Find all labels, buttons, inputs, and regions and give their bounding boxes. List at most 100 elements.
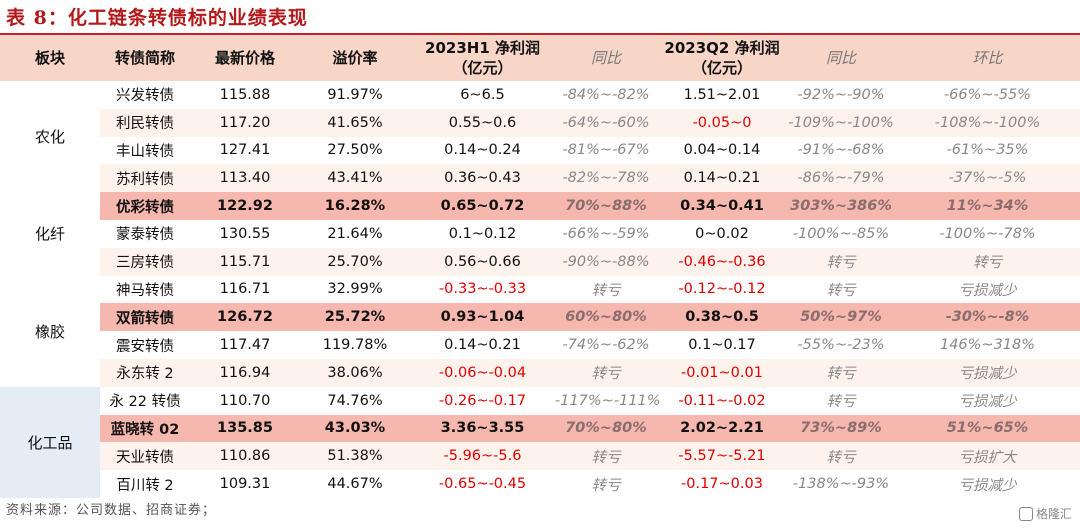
cell-h1-yoy: -84%~-82% xyxy=(562,86,650,103)
cell-premium: 41.65% xyxy=(300,108,410,137)
cell-h1-profit: 0.55~0.6 xyxy=(410,108,555,137)
cell-q2-profit: 0.04~0.14 xyxy=(683,142,761,159)
cell-h1-profit: 0.14~0.21 xyxy=(444,337,521,354)
header-row: 板块 转债简称 最新价格 溢价率 2023H1 净利润 （亿元） 同比 2023… xyxy=(0,35,1080,81)
cell-q2-profit: -0.46~-0.36 xyxy=(657,247,787,276)
cell-name: 兴发转债 xyxy=(116,88,174,105)
cell-h1-profit: -0.33~-0.33 xyxy=(438,281,527,298)
cell-q2-yoy: -138%~-93% xyxy=(792,476,890,493)
cell-premium: 74.76% xyxy=(327,392,383,409)
table-row: 天业转债 110.86 51.38% -5.96~-5.6 转亏 -5.57~-5.21 转… xyxy=(0,442,1080,471)
cell-q2-profit: -0.01~0.01 xyxy=(657,358,787,387)
cell-q2-qoq: 亏损减少 xyxy=(958,282,1017,299)
source-note: 资料来源：公司数据、招商证券； xyxy=(6,503,217,518)
cell-q2-profit: 0.38~0.5 xyxy=(657,303,787,332)
cell-price: 110.70 xyxy=(219,392,271,409)
cell-price: 122.92 xyxy=(190,192,300,220)
cell-q2-qoq: 11%~34% xyxy=(895,192,1080,220)
cell-q2-yoy: 50%~97% xyxy=(787,303,895,332)
cell-price: 117.47 xyxy=(219,337,271,354)
cell-premium: 38.06% xyxy=(300,358,410,387)
cell-q2-yoy: -100%~-85% xyxy=(792,225,890,242)
cell-q2-qoq: 亏损扩大 xyxy=(895,442,1080,471)
cell-name: 永东转 2 xyxy=(100,358,190,387)
table-row: 苏利转债 113.40 43.41% 0.36~0.43 -82%~-78% 0.14~0… xyxy=(0,164,1080,193)
cell-premium: 27.50% xyxy=(327,142,383,159)
cell-q2-yoy: -55%~-23% xyxy=(797,337,885,354)
cell-price: 116.71 xyxy=(219,281,271,298)
cell-q2-qoq: 亏损减少 xyxy=(958,477,1017,494)
cell-q2-yoy: 转亏 xyxy=(826,394,856,411)
cell-price: 109.31 xyxy=(219,476,271,493)
cell-name: 永 22 转债 xyxy=(109,394,181,411)
cell-premium: 25.72% xyxy=(300,303,410,332)
cell-h1-profit: -5.96~-5.6 xyxy=(410,442,555,471)
cell-price: 127.41 xyxy=(219,142,271,159)
cell-price: 115.88 xyxy=(219,86,271,103)
cell-h1-profit: 0.56~0.66 xyxy=(410,247,555,276)
cell-h1-profit: 3.36~3.55 xyxy=(410,414,555,443)
table-row: 百川转 2 109.31 44.67% -0.65~-0.45 转亏 -0.17~0.03… xyxy=(0,470,1080,498)
cell-q2-qoq: -66%~-55% xyxy=(943,86,1032,103)
cell-name: 天业转债 xyxy=(100,442,190,471)
cell-q2-qoq: -108%~-100% xyxy=(895,108,1080,137)
header-h1-yoy: 同比 xyxy=(555,35,657,81)
cell-name: 百川转 2 xyxy=(116,477,174,494)
title-divider xyxy=(0,33,1080,35)
sector-cell: 化工品 xyxy=(0,386,100,498)
cell-q2-profit: 2.02~2.21 xyxy=(657,414,787,443)
table-row: 蓝晓转 02 135.85 43.03% 3.36~3.55 70%~80% 2.02~2… xyxy=(0,414,1080,443)
cell-h1-yoy: 转亏 xyxy=(555,442,657,471)
cell-h1-yoy: -64%~-60% xyxy=(555,108,657,137)
cell-q2-yoy: 转亏 xyxy=(787,247,895,276)
cell-price: 113.40 xyxy=(190,164,300,193)
cell-premium: 43.03% xyxy=(300,414,410,443)
header-h1-profit: 2023H1 净利润 （亿元） xyxy=(410,35,555,81)
watermark: 格隆汇 xyxy=(1018,505,1072,522)
cell-name: 三房转债 xyxy=(100,247,190,276)
cell-name: 神马转债 xyxy=(116,282,174,299)
cell-h1-yoy: 70%~88% xyxy=(555,192,657,220)
cell-q2-profit: -5.57~-5.21 xyxy=(657,442,787,471)
cell-premium: 44.67% xyxy=(327,476,383,493)
header-h1-line2: （亿元） xyxy=(452,59,513,77)
cell-h1-yoy: -82%~-78% xyxy=(555,164,657,193)
cell-price: 130.55 xyxy=(219,225,271,242)
header-sector: 板块 xyxy=(0,35,100,81)
cell-premium: 21.64% xyxy=(327,225,383,242)
cell-q2-yoy: 73%~89% xyxy=(787,414,895,443)
cell-q2-yoy: 303%~386% xyxy=(787,192,895,220)
header-q2-line2: （亿元） xyxy=(691,59,752,77)
cell-name: 震安转债 xyxy=(116,338,174,355)
header-premium: 溢价率 xyxy=(300,35,410,81)
cell-q2-yoy: 转亏 xyxy=(787,442,895,471)
cell-price: 116.94 xyxy=(190,358,300,387)
cell-price: 110.86 xyxy=(190,442,300,471)
cell-price: 117.20 xyxy=(190,108,300,137)
cell-q2-qoq: -100%~-78% xyxy=(939,225,1036,242)
cell-q2-profit: 0~0.02 xyxy=(695,225,749,242)
sector-cell: 农化 xyxy=(0,81,100,193)
cell-name: 蒙泰转债 xyxy=(116,227,174,244)
cell-h1-profit: -0.06~-0.04 xyxy=(410,358,555,387)
cell-h1-yoy: -66%~-59% xyxy=(562,225,650,242)
cell-q2-qoq: 亏损减少 xyxy=(895,358,1080,387)
cell-name: 苏利转债 xyxy=(100,164,190,193)
cell-q2-qoq: -61%~35% xyxy=(946,142,1029,159)
header-q2-profit: 2023Q2 净利润 （亿元） xyxy=(657,35,787,81)
cell-h1-yoy: 转亏 xyxy=(591,477,621,494)
cell-name: 双箭转债 xyxy=(100,303,190,332)
cell-q2-profit: 0.14~0.21 xyxy=(657,164,787,193)
cell-h1-profit: 0.65~0.72 xyxy=(410,192,555,220)
sector-cell: 橡胶 xyxy=(0,275,100,387)
cell-q2-profit: 1.51~2.01 xyxy=(683,86,761,103)
cell-h1-profit: 0.36~0.43 xyxy=(410,164,555,193)
cell-q2-profit: -0.17~0.03 xyxy=(681,476,763,493)
cell-price: 126.72 xyxy=(190,303,300,332)
cell-q2-profit: 0.34~0.41 xyxy=(657,192,787,220)
header-name: 转债简称 xyxy=(100,35,190,81)
cell-q2-profit: 0.1~0.17 xyxy=(688,337,756,354)
cell-h1-yoy: -90%~-88% xyxy=(555,247,657,276)
cell-h1-yoy: 60%~80% xyxy=(555,303,657,332)
cell-premium: 16.28% xyxy=(300,192,410,220)
